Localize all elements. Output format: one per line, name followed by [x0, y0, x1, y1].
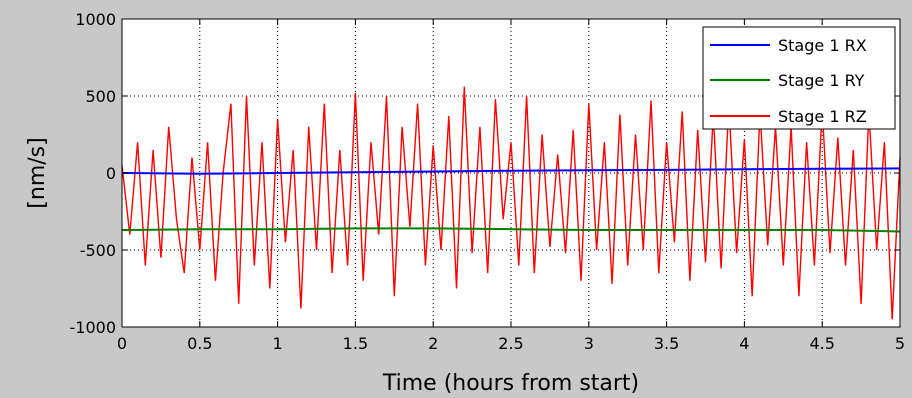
- x-tick-label: 4.5: [809, 334, 834, 353]
- legend: Stage 1 RX Stage 1 RY Stage 1 RZ: [702, 26, 896, 130]
- x-tick-label: 0: [117, 334, 127, 353]
- y-tick-label: 0: [106, 164, 116, 183]
- legend-label-rz: Stage 1 RZ: [778, 107, 867, 126]
- tick-layer: [121, 18, 901, 328]
- x-tick-label: 5: [895, 334, 905, 353]
- x-tick-labels: 0 0.5 1 1.5 2 2.5 3 3.5 4 4.5 5: [117, 334, 905, 353]
- series-line-stage1-ry: [121, 227, 901, 233]
- series-line-stage1-rz: [121, 86, 901, 320]
- legend-label-rx: Stage 1 RX: [778, 36, 867, 55]
- x-tick-label: 0.5: [187, 334, 212, 353]
- series-line-stage1-rx: [121, 167, 901, 175]
- x-tick-label: 2.5: [498, 334, 523, 353]
- x-tick-label: 1: [273, 334, 283, 353]
- x-axis-label: Time (hours from start): [382, 371, 639, 396]
- x-tick-label: 1.5: [343, 334, 368, 353]
- y-tick-label: -500: [80, 241, 116, 260]
- y-tick-labels: -1000 -500 0 500 1000: [70, 10, 117, 337]
- x-tick-label: 4: [739, 334, 749, 353]
- legend-label-ry: Stage 1 RY: [778, 71, 865, 90]
- x-tick-label: 2: [428, 334, 438, 353]
- y-axis-label: [nm/s]: [25, 137, 50, 208]
- series-layer: [121, 86, 901, 320]
- y-tick-label: 1000: [75, 10, 116, 29]
- x-tick-label: 3.5: [654, 334, 679, 353]
- y-tick-label: -1000: [70, 318, 117, 337]
- x-tick-label: 3: [584, 334, 594, 353]
- y-tick-label: 500: [85, 87, 116, 106]
